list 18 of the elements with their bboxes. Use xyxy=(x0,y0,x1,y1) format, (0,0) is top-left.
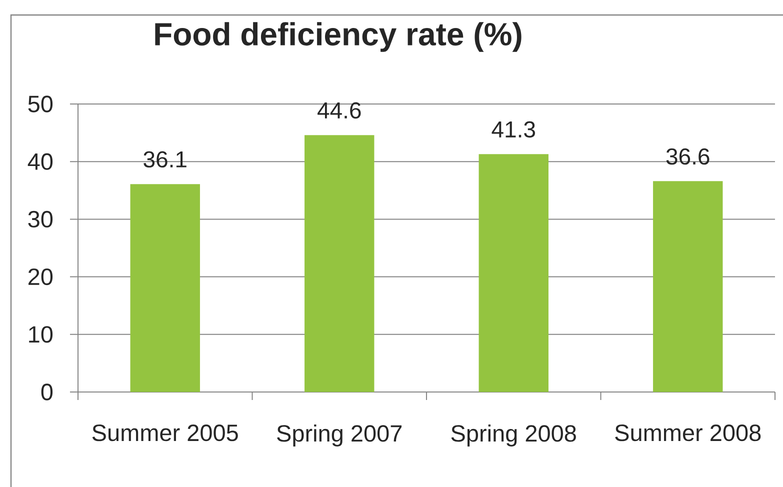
data-label: 44.6 xyxy=(318,102,361,119)
bar xyxy=(478,154,548,392)
x-tick-label: Spring 2008 xyxy=(451,424,576,446)
y-tick-label: 40 xyxy=(28,153,53,170)
bar xyxy=(304,135,374,392)
data-label: 36.6 xyxy=(666,148,710,165)
bar xyxy=(130,184,200,392)
data-label: 41.3 xyxy=(492,121,535,138)
y-tick-label: 50 xyxy=(28,96,53,112)
bar xyxy=(653,181,723,392)
x-tick-label: Spring 2007 xyxy=(277,424,402,446)
x-tick-label: Summer 2008 xyxy=(615,424,761,442)
y-tick-label: 0 xyxy=(41,384,53,400)
chart-title: Food deficiency rate (%) xyxy=(155,22,522,52)
y-tick-label: 30 xyxy=(28,210,53,228)
x-tick-label: Summer 2005 xyxy=(92,424,238,442)
y-tick-label: 10 xyxy=(29,326,53,343)
y-tick-label: 20 xyxy=(28,268,53,286)
